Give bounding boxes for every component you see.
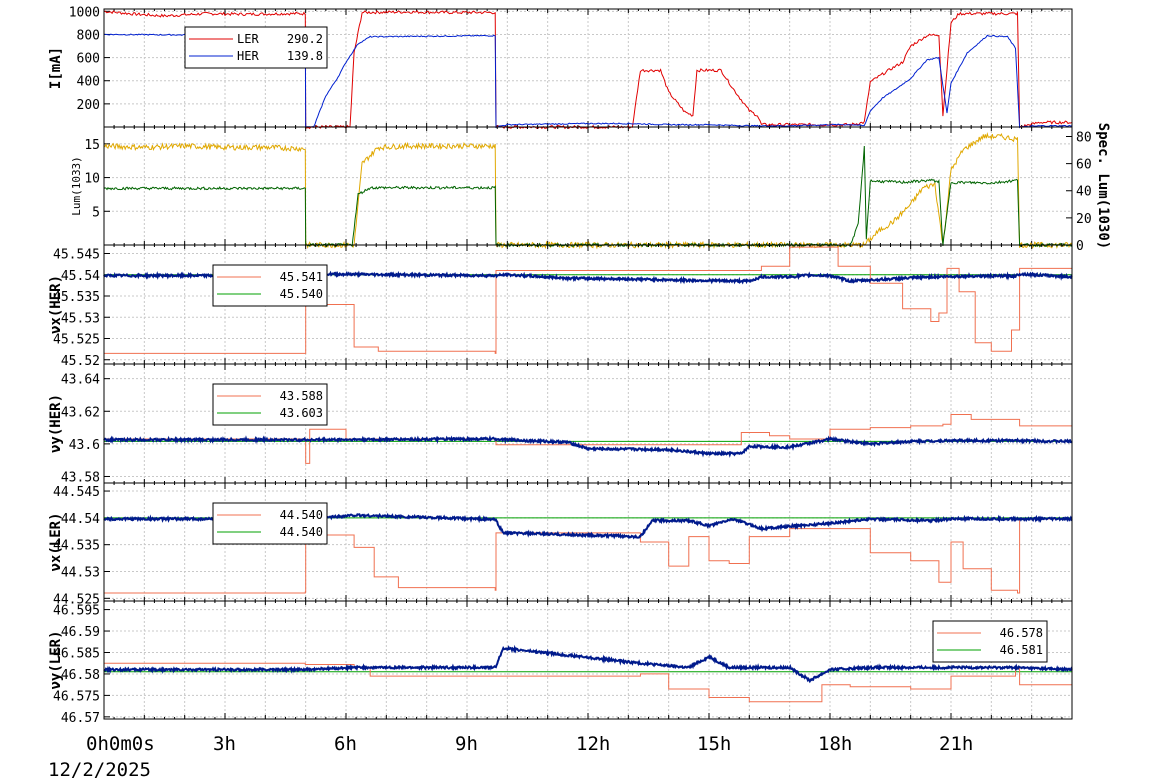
ytick-label: 46.585 [53, 646, 100, 661]
legend-box [212, 383, 328, 426]
y2tick-label: 60 [1076, 158, 1092, 173]
nuy-ler-ylabel: νy(LER) [48, 630, 64, 689]
legend-value: 45.541 [280, 270, 323, 284]
nux-her-ylabel: νx(HER) [48, 275, 64, 334]
ytick-label: 44.545 [53, 485, 100, 500]
setpoint-line [104, 246, 1072, 354]
nux-ler-ylabel: νx(LER) [48, 512, 64, 571]
ytick-label: 43.62 [61, 405, 100, 420]
current-ylabel: I[mA] [48, 47, 64, 89]
legend-value: 46.578 [1000, 626, 1043, 640]
ytick-label: 46.595 [53, 604, 100, 619]
time-tick-label: 3h [213, 733, 236, 755]
ytick-label: 44.535 [53, 539, 100, 554]
legend-value: 139.8 [287, 49, 323, 63]
ytick-label: 43.58 [61, 470, 100, 485]
time-tick-label: 15h [697, 733, 731, 755]
panel-nuy_ler: 46.59546.5946.58546.5846.57546.5746.5784… [48, 600, 1073, 726]
ler-current-line [104, 10, 1073, 130]
ytick-label: 200 [77, 98, 100, 113]
ytick-label: 45.525 [53, 333, 100, 348]
time-tick-label: 0h0m0s [86, 733, 155, 755]
legend-name: LER [237, 32, 259, 46]
legend-value: 45.540 [280, 287, 323, 301]
legend-value: 46.581 [1000, 643, 1043, 657]
spec-lum-ylabel: Spec. Lum(1030) [1095, 123, 1111, 249]
ytick-label: 45.52 [61, 354, 100, 369]
time-tick-label: 21h [939, 733, 973, 755]
ytick-label: 5 [92, 205, 100, 220]
y2tick-label: 80 [1076, 130, 1092, 145]
y2tick-label: 20 [1076, 212, 1092, 227]
ytick-label: 43.6 [69, 438, 100, 453]
legend-box [932, 620, 1048, 663]
ytick-label: 15 [84, 138, 100, 153]
panel-current: 1000 800 600 400 200 LER 290.2 HER 139.8 I[mA] [48, 5, 1073, 130]
legend: 43.588 43.603 [212, 383, 328, 426]
legend-name: HER [237, 49, 259, 63]
setpoint-line [104, 414, 1073, 464]
ytick-label: 45.535 [53, 290, 100, 305]
ytick-label: 44.525 [53, 592, 100, 607]
legend-box [184, 26, 328, 69]
nuy-her-ylabel: νy(HER) [48, 394, 64, 453]
time-axis: 0h0m0s 3h 6h 9h 12h 15h 18h 21h 12/2/2025 [48, 733, 973, 781]
measured-line [103, 434, 1073, 458]
legend-value: 43.603 [280, 406, 323, 420]
ytick-label: 10 [84, 172, 100, 187]
legend: LER 290.2 HER 139.8 [184, 26, 328, 69]
panel-nux_ler: 44.54544.5444.53544.5344.52544.54044.540… [48, 482, 1073, 607]
panel-luminosity: 15 10 5 80 60 40 20 0 Lum(1033) Spec. Lum(1030) [70, 123, 1111, 254]
ytick-label: 44.53 [61, 566, 100, 581]
legend-value: 43.588 [280, 389, 323, 403]
ytick-label: 800 [77, 28, 100, 43]
legend: 44.540 44.540 [212, 502, 328, 545]
ytick-label: 400 [77, 75, 100, 90]
panel-nux_her: 45.54545.5445.53545.5345.52545.5245.5414… [48, 244, 1073, 369]
legend: 45.541 45.540 [212, 264, 328, 307]
ytick-label: 45.54 [61, 269, 100, 284]
measured-line [103, 644, 1073, 684]
ytick-label: 46.59 [61, 625, 100, 640]
time-tick-label: 6h [334, 733, 357, 755]
ytick-label: 46.57 [61, 711, 100, 726]
ytick-label: 46.575 [53, 689, 100, 704]
legend-value: 44.540 [280, 508, 323, 522]
legend-value: 44.540 [280, 525, 323, 539]
y2tick-label: 40 [1076, 185, 1092, 200]
lum-ylabel: Lum(1033) [70, 156, 83, 216]
legend-box [212, 264, 328, 307]
setpoint-line [104, 518, 1072, 594]
time-tick-label: 12h [576, 733, 610, 755]
ytick-label: 46.58 [61, 668, 100, 683]
ytick-label: 44.54 [61, 512, 100, 527]
time-tick-label: 18h [818, 733, 852, 755]
y2tick-label: 0 [1076, 239, 1084, 254]
time-axis-date: 12/2/2025 [48, 759, 151, 781]
legend-value: 290.2 [287, 32, 323, 46]
ytick-label: 43.64 [61, 373, 100, 388]
spec-lum-line [103, 131, 1073, 250]
panel-frame [103, 600, 1073, 720]
time-tick-label: 9h [455, 733, 478, 755]
ytick-label: 1000 [69, 5, 100, 20]
ytick-label: 600 [77, 52, 100, 67]
panel-nuy_her: 43.64 43.62 43.6 43.58 43.588 43.603 νy(HER) [48, 363, 1073, 485]
legend-box [212, 502, 328, 545]
ytick-label: 45.53 [61, 311, 100, 326]
legend: 46.578 46.581 [932, 620, 1048, 663]
ytick-label: 45.545 [53, 248, 100, 263]
